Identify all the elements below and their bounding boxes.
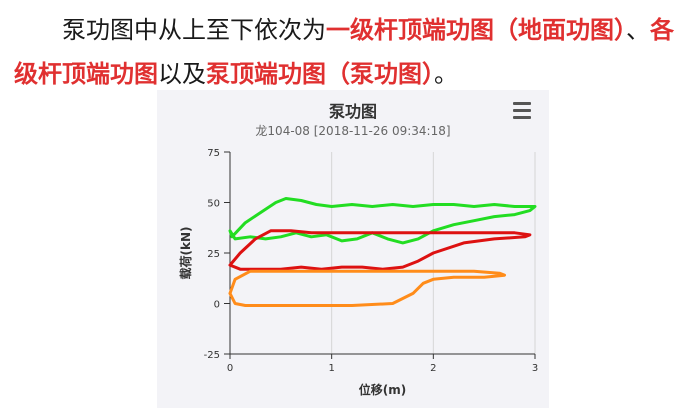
y-tick-label: -25 (204, 350, 220, 361)
caption-text-sep: 、 (626, 16, 650, 44)
x-tick-label: 3 (532, 363, 538, 374)
caption-highlight-ground: 一级杆顶端功图（地面功图） (326, 16, 626, 44)
x-tick-label: 1 (328, 363, 334, 374)
y-tick-label: 0 (214, 300, 220, 311)
caption-highlight-pump: 泵顶端功图（泵功图） (206, 60, 434, 88)
menu-icon-bar (513, 116, 531, 119)
series-line-orange (228, 269, 506, 307)
y-axis-label: 载荷(kN) (178, 227, 193, 280)
caption-text-intro: 泵功图中从上至下依次为 (62, 16, 326, 44)
series-line-red (228, 229, 532, 271)
series-line-green (228, 197, 537, 245)
chart-subtitle: 龙104-08 [2018-11-26 09:34:18] (255, 124, 451, 138)
caption-text-end: 。 (434, 60, 458, 88)
y-tick-label: 50 (207, 199, 220, 210)
menu-icon-bar (513, 109, 531, 112)
y-tick-label: 25 (207, 249, 220, 260)
x-tick-label: 0 (227, 363, 233, 374)
chart-panel: 泵功图 龙104-08 [2018-11-26 09:34:18] 75 50 25… (157, 90, 549, 408)
caption-highlight-rods: 各级杆顶端功图 (14, 16, 674, 88)
chart-title: 泵功图 (328, 102, 377, 121)
menu-icon-bar (513, 102, 531, 105)
caption-text-and: 以及 (158, 60, 206, 88)
hamburger-menu-icon[interactable] (513, 102, 533, 120)
x-axis-label: 位移(m) (359, 382, 406, 397)
caption-paragraph: 泵功图中从上至下依次为一级杆顶端功图（地面功图）、各级杆顶端功图以及泵顶端功图（… (14, 8, 690, 96)
y-tick-label: 75 (207, 148, 220, 159)
x-tick-label: 2 (430, 363, 436, 374)
chart-svg: 75 50 25 0 -25 0 1 2 3 位移(m) 载荷(kN) (178, 148, 538, 397)
